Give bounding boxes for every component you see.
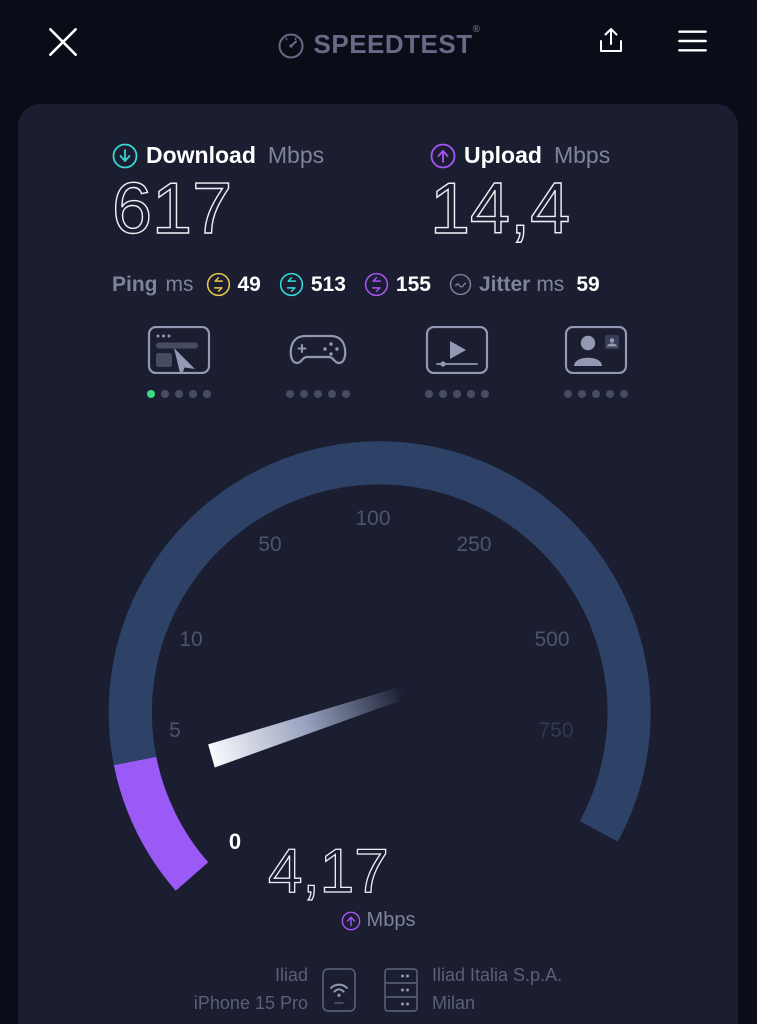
svg-text:5: 5 <box>169 719 181 742</box>
svg-text:14,4: 14,4 <box>430 171 570 249</box>
svg-text:617: 617 <box>112 171 232 249</box>
svg-text:250: 250 <box>456 533 491 556</box>
svg-text:750: 750 <box>538 719 573 742</box>
svg-text:4,17: 4,17 <box>268 837 389 906</box>
svg-text:50: 50 <box>258 533 281 556</box>
svg-text:10: 10 <box>179 628 202 651</box>
svg-text:100: 100 <box>355 507 390 530</box>
svg-text:500: 500 <box>534 628 569 651</box>
